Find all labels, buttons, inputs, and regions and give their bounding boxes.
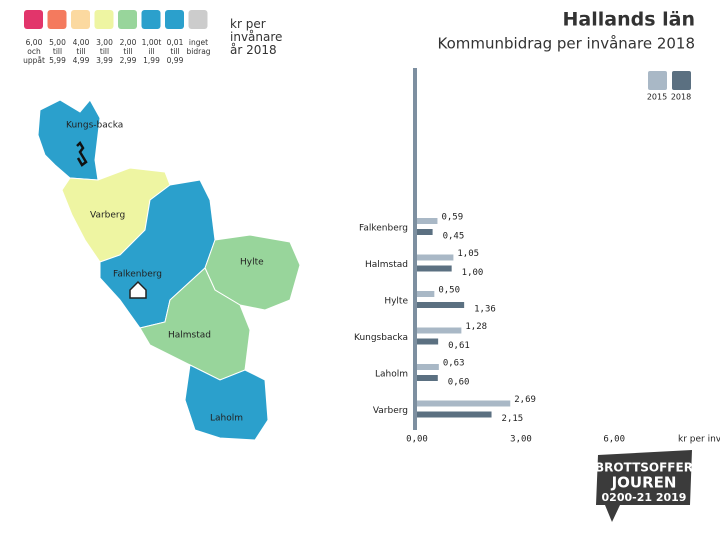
y-tick-label: Falkenberg — [359, 224, 408, 234]
y-tick-label: Halmstad — [365, 260, 408, 270]
x-tick-label: 3,00 — [510, 435, 532, 445]
value-label: 0,50 — [438, 286, 460, 296]
bar — [417, 327, 462, 334]
value-label: 0,45 — [443, 232, 465, 242]
bar — [417, 302, 465, 308]
map — [37, 99, 301, 441]
region-laholm — [184, 364, 269, 441]
key-icon — [76, 140, 88, 167]
legend-swatch — [648, 71, 667, 90]
x-tick-label: 0,00 — [406, 435, 428, 445]
value-label: 1,00 — [462, 268, 484, 278]
logo-shape — [596, 450, 692, 522]
y-tick-label: Hylte — [384, 297, 408, 307]
legend-label: 5,00 till 5,99 — [49, 38, 66, 65]
x-axis-label: kr per inv — [678, 435, 720, 445]
legend-label: 6,00 och uppåt — [23, 38, 45, 65]
legend-swatch — [24, 10, 43, 29]
legend-swatch — [47, 10, 67, 29]
value-label: 0,60 — [448, 378, 470, 388]
value-label: 1,36 — [474, 305, 496, 315]
legend-title: kr per invånare år 2018 — [230, 17, 283, 57]
bar — [417, 291, 435, 297]
y-tick-label: Laholm — [375, 370, 408, 380]
value-label: 0,63 — [443, 359, 465, 369]
house-icon — [129, 280, 147, 299]
legend-label: 3,00 till 3,99 — [96, 38, 113, 65]
bar — [417, 375, 438, 381]
bar — [417, 218, 438, 224]
legend-swatch — [141, 10, 161, 29]
y-tick-label: Kungsbacka — [354, 333, 408, 343]
bar — [417, 265, 452, 272]
logo-text: JOUREN — [611, 474, 677, 492]
value-label: 1,28 — [465, 322, 487, 332]
region-label: Varberg — [90, 211, 125, 221]
region-label: Hylte — [240, 258, 264, 268]
chart-subtitle: Kommunbidrag per invånare 2018 — [438, 35, 696, 53]
legend-label: 0,01 till 0,99 — [166, 38, 184, 65]
y-tick-label: Varberg — [373, 406, 408, 416]
legend-label: 2,00 till 2,99 — [119, 38, 137, 65]
value-label: 0,61 — [448, 341, 470, 351]
legend-swatch — [672, 71, 691, 90]
chart-title: Hallands län — [563, 9, 695, 31]
legend-label: 2015 — [647, 93, 667, 102]
legend-label: 2018 — [671, 93, 691, 102]
x-tick-label: 6,00 — [603, 435, 625, 445]
legend-swatch — [71, 10, 90, 29]
legend-swatch — [188, 10, 208, 29]
legend-label: 1,00t ill 1,99 — [141, 38, 162, 65]
legend-label: inget bidrag — [186, 38, 211, 56]
value-label: 0,59 — [441, 213, 463, 223]
bar — [417, 338, 439, 345]
bar — [417, 229, 433, 235]
logo: BROTTSOFFER JOUREN 0200-21 2019 — [595, 450, 693, 522]
region-kungsbacka — [37, 99, 101, 181]
value-label: 2,15 — [502, 414, 524, 424]
bar — [417, 411, 492, 418]
value-label: 2,69 — [514, 395, 536, 405]
bar — [417, 254, 454, 261]
region-label: Kungs-backa — [66, 121, 123, 131]
logo-text: 0200-21 2019 — [602, 491, 687, 504]
region-label: Halmstad — [168, 331, 211, 341]
legend-label: 4,00 till 4,99 — [72, 38, 90, 65]
value-label: 1,05 — [457, 249, 479, 259]
legend-swatch — [94, 10, 114, 29]
legend-swatch — [165, 10, 184, 29]
bar — [417, 400, 511, 407]
logo-text: BROTTSOFFER — [595, 461, 693, 475]
region-label: Laholm — [210, 414, 243, 424]
legend-swatch — [118, 10, 137, 29]
bar — [417, 364, 439, 370]
region-label: Falkenberg — [113, 270, 162, 280]
